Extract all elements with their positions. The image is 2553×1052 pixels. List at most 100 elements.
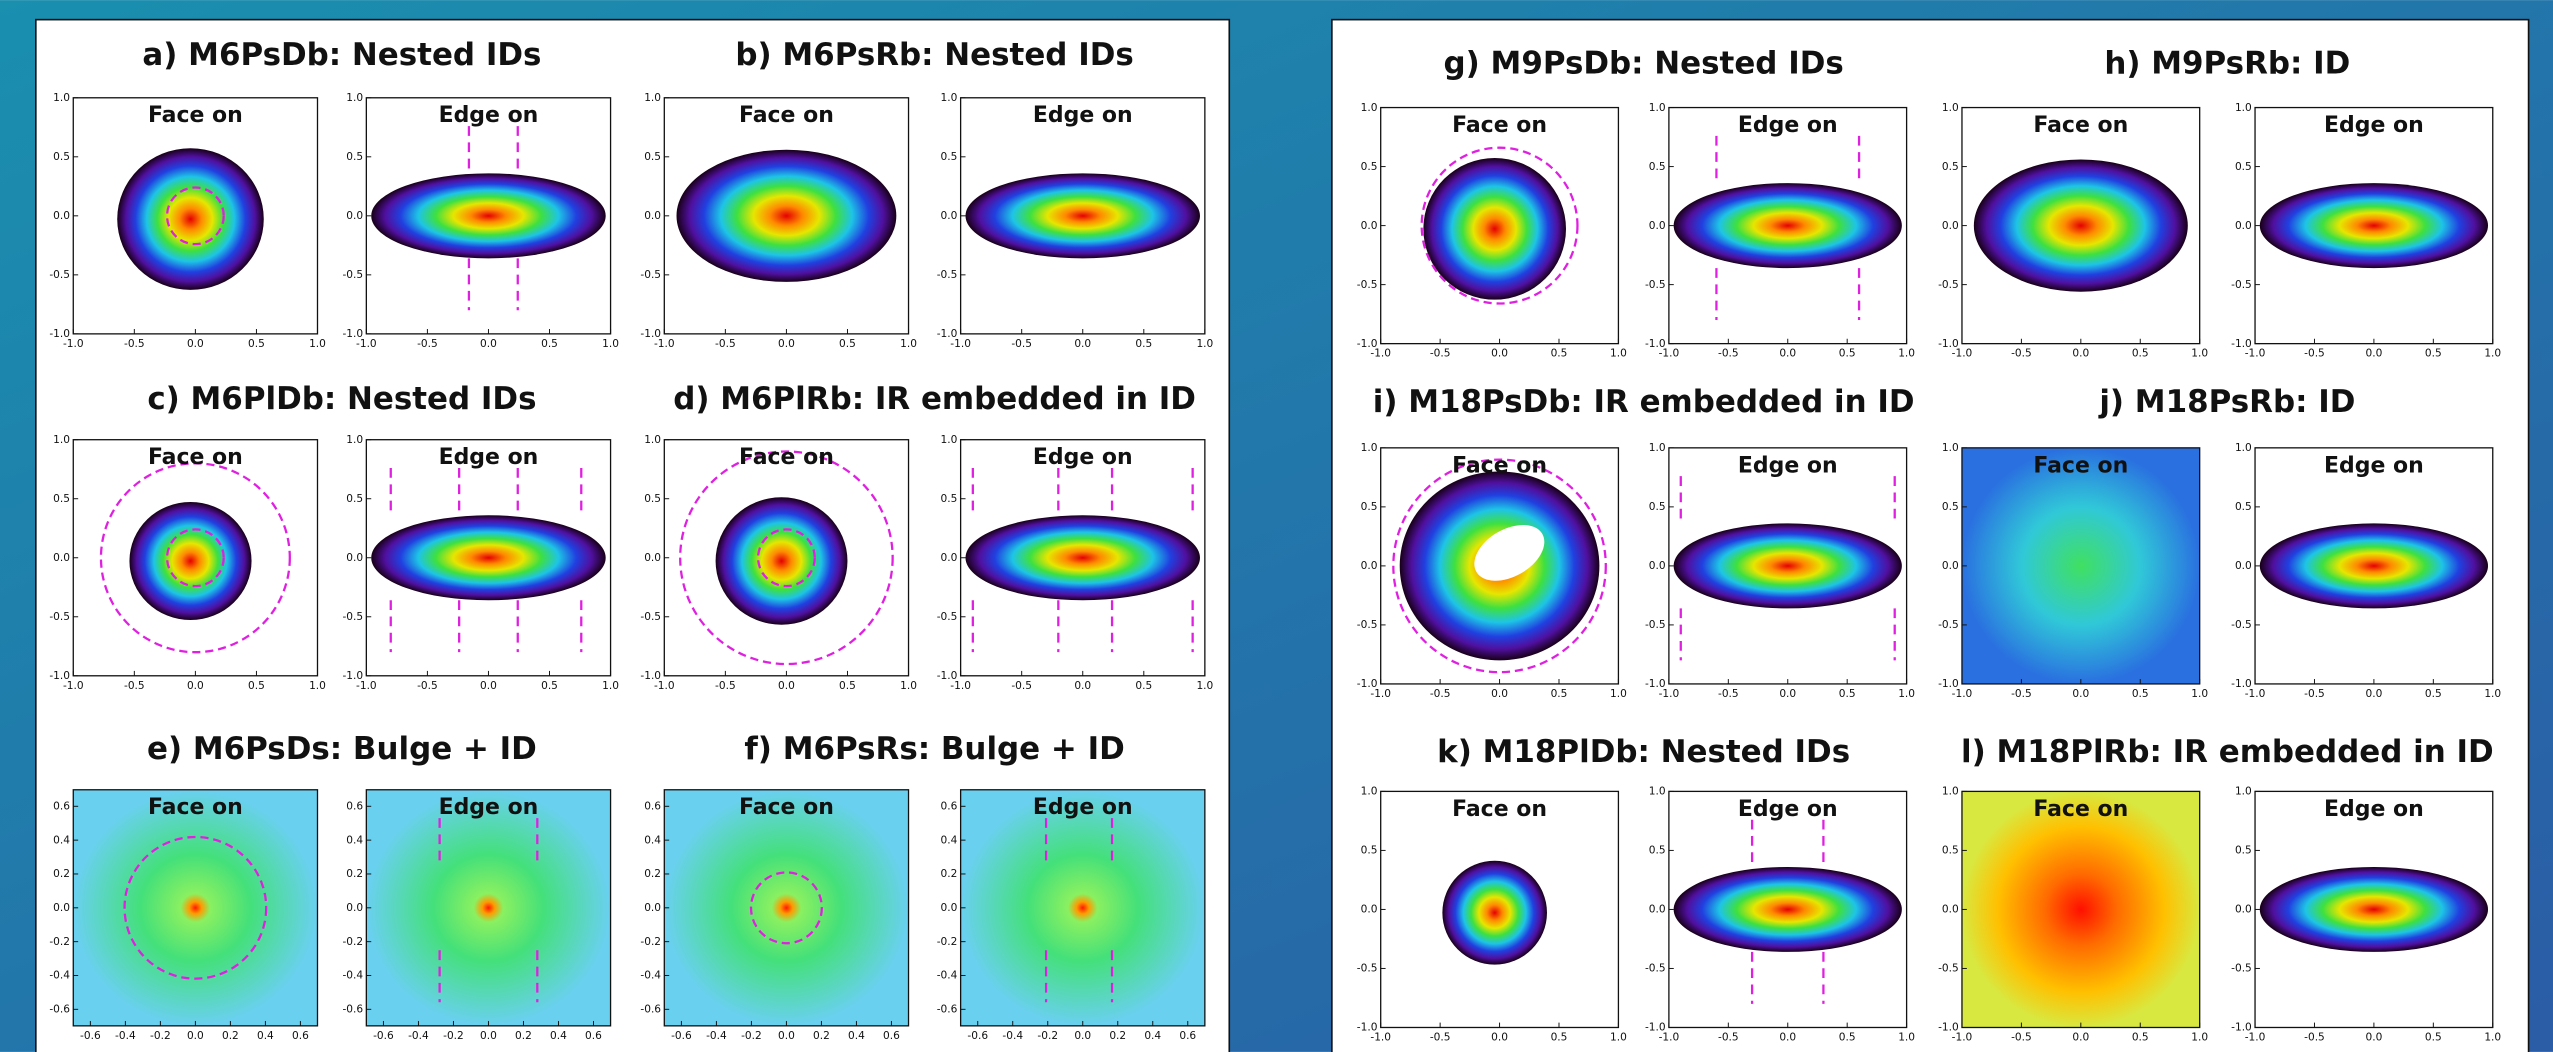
plot: Face on-1.0-0.50.00.51.0-1.0-0.50.00.51.… [49,92,326,350]
y-tick-label: -1.0 [937,670,958,682]
x-tick-label: -0.5 [2011,1032,2032,1044]
y-tick-label: -0.5 [1357,963,1378,975]
y-tick-label: 0.6 [941,801,958,813]
y-tick-label: 0.0 [346,210,363,222]
y-tick-label: -0.5 [1645,963,1666,975]
x-tick-label: 0.5 [2425,1032,2442,1044]
x-tick-label: -0.4 [115,1030,136,1042]
x-tick-label: 0.2 [1109,1030,1126,1042]
x-tick-label: 0.6 [1179,1030,1196,1042]
x-tick-label: -0.5 [124,338,145,350]
panel-title: k) M18PlDb: Nested IDs [1437,734,1850,770]
x-tick-label: 0.0 [480,338,497,350]
y-tick-label: -0.6 [937,1004,958,1016]
y-tick-label: 1.0 [1649,442,1666,454]
x-tick-label: -0.5 [1718,1032,1739,1044]
x-tick-label: -0.5 [1011,680,1032,692]
y-tick-label: -0.5 [49,611,70,623]
y-tick-label: 0.6 [346,801,363,813]
density-map [366,790,610,1026]
x-tick-label: -0.2 [443,1030,464,1042]
y-tick-label: 0.2 [53,868,70,880]
x-tick-label: 1.0 [602,680,619,692]
x-tick-label: 1.0 [1610,688,1627,700]
y-tick-label: 1.0 [644,92,661,104]
plot-label: Face on [148,445,243,470]
density-map [117,148,264,290]
y-tick-label: 0.5 [644,151,661,163]
x-tick-label: 1.0 [2191,348,2208,360]
y-tick-label: 0.0 [941,552,958,564]
x-tick-label: 1.0 [900,680,917,692]
x-tick-label: 0.5 [2132,1032,2149,1044]
x-tick-label: 1.0 [1898,1032,1915,1044]
y-tick-label: 0.5 [53,151,70,163]
x-tick-label: -0.2 [150,1030,171,1042]
x-tick-label: 1.0 [900,338,917,350]
y-tick-label: 1.0 [941,434,958,446]
panel-title: f) M6PsRs: Bulge + ID [744,731,1124,767]
y-tick-label: 0.5 [1942,501,1959,513]
y-tick-label: -0.5 [1938,279,1959,291]
y-tick-label: 1.0 [941,92,958,104]
y-tick-label: 0.5 [1942,845,1959,857]
y-tick-label: 0.2 [644,868,661,880]
y-tick-label: -1.0 [1645,338,1666,350]
y-tick-label: 1.0 [346,434,363,446]
density-map [1423,158,1566,300]
y-tick-label: 0.5 [644,493,661,505]
y-tick-label: 0.0 [1361,560,1378,572]
x-tick-label: 0.0 [2072,348,2089,360]
x-tick-label: 0.0 [1491,1032,1508,1044]
x-tick-label: 0.0 [1074,680,1091,692]
page: a) M6PsDb: Nested IDsFace on-1.0-0.50.00… [0,0,2553,1052]
y-tick-label: -0.5 [2231,619,2252,631]
x-tick-label: 0.5 [2132,348,2149,360]
y-tick-label: 0.6 [644,801,661,813]
plot-label: Face on [148,103,243,128]
y-tick-label: -1.0 [1357,1022,1378,1034]
plot-label: Face on [2033,797,2128,822]
panel-title: i) M18PsDb: IR embedded in ID [1373,384,1915,420]
y-tick-label: -0.4 [342,970,363,982]
x-tick-label: 0.0 [480,1030,497,1042]
y-tick-label: -0.5 [1938,619,1959,631]
panel-title: b) M6PsRb: Nested IDs [735,37,1133,73]
plot-label: Face on [1452,797,1547,822]
x-tick-label: -0.5 [1718,348,1739,360]
x-tick-label: 1.0 [1898,688,1915,700]
y-tick-label: -0.5 [640,269,661,281]
y-tick-label: -0.4 [49,970,70,982]
x-tick-label: -0.5 [2304,1032,2325,1044]
y-tick-label: -0.6 [49,1004,70,1016]
y-tick-label: -0.5 [640,611,661,623]
plot-label: Edge on [439,795,539,820]
y-tick-label: 0.5 [1649,501,1666,513]
y-tick-label: 0.0 [1361,220,1378,232]
x-tick-label: 0.0 [1779,688,1796,700]
y-tick-label: 1.0 [53,92,70,104]
y-tick-label: -1.0 [640,328,661,340]
x-tick-label: 0.5 [2425,348,2442,360]
x-tick-label: 0.5 [1839,1032,1856,1044]
plot-label: Edge on [1033,103,1133,128]
y-tick-label: -1.0 [49,670,70,682]
y-tick-label: 0.0 [2235,560,2252,572]
y-tick-label: -1.0 [342,328,363,340]
density-map [1974,159,2188,291]
plot-label: Edge on [439,103,539,128]
panel-title: l) M18PlRb: IR embedded in ID [1961,734,2494,770]
x-tick-label: 0.6 [292,1030,309,1042]
y-tick-label: 0.0 [53,552,70,564]
plot-label: Face on [1452,453,1547,478]
x-tick-label: 0.6 [585,1030,602,1042]
y-tick-label: 1.0 [346,92,363,104]
y-tick-label: 0.0 [644,210,661,222]
x-tick-label: 0.5 [1551,1032,1568,1044]
x-tick-label: 0.5 [541,338,558,350]
x-tick-label: 0.0 [187,1030,204,1042]
